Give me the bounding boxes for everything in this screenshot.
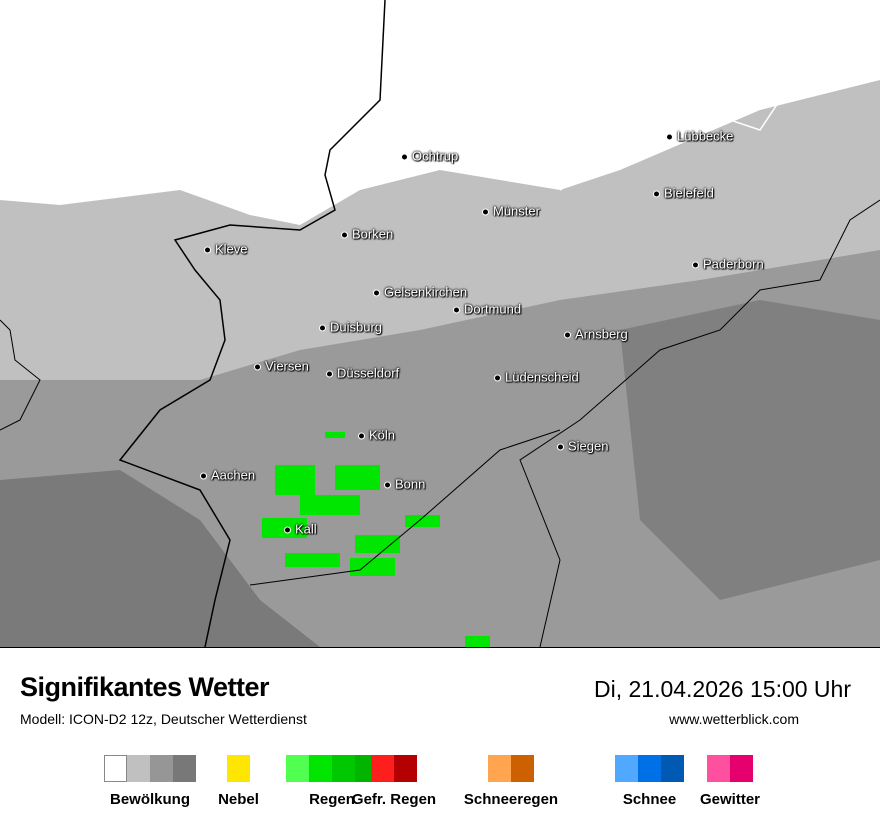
legend-swatch	[173, 755, 196, 782]
legend-swatch	[371, 755, 394, 782]
city-label: Duisburg	[319, 320, 382, 335]
legend-label: Gewitter	[699, 791, 761, 808]
city-label: Paderborn	[692, 257, 764, 272]
legend-label: Regen	[309, 791, 355, 808]
legend-swatches	[707, 755, 753, 782]
city-label: Köln	[358, 428, 395, 443]
model-info: Modell: ICON-D2 12z, Deutscher Wetterdie…	[20, 711, 307, 727]
legend-label: Schneeregen	[463, 791, 559, 808]
legend-swatch	[707, 755, 730, 782]
city-label: Siegen	[557, 439, 608, 454]
legend-swatch	[661, 755, 684, 782]
weather-map	[0, 0, 880, 648]
borders	[0, 0, 880, 647]
map-title: Signifikantes Wetter	[20, 672, 270, 702]
legend-swatch	[394, 755, 417, 782]
city-label: Kall	[284, 522, 317, 537]
legend-label: Schnee	[622, 791, 677, 808]
city-label: Arnsberg	[564, 327, 628, 342]
legend-swatch	[286, 755, 309, 782]
city-label: Gelsenkirchen	[373, 285, 467, 300]
legend-swatch	[104, 755, 127, 782]
legend-swatch	[511, 755, 534, 782]
city-label: Lübbecke	[666, 129, 733, 144]
legend-swatch	[309, 755, 332, 782]
rain-area	[262, 432, 490, 647]
legend-swatch	[638, 755, 661, 782]
city-label: Borken	[341, 227, 393, 242]
city-label: Bielefeld	[653, 186, 714, 201]
clear-area	[0, 0, 880, 225]
legend-swatch	[332, 755, 355, 782]
legend-swatches	[227, 755, 250, 782]
legend-label: Nebel	[218, 791, 259, 808]
website-link[interactable]: www.wetterblick.com	[669, 711, 799, 727]
legend-swatches	[488, 755, 534, 782]
legend-swatch	[730, 755, 753, 782]
legend-swatches	[104, 755, 196, 782]
legend-swatch	[127, 755, 150, 782]
legend-swatch	[488, 755, 511, 782]
legend-swatches	[615, 755, 684, 782]
city-label: Aachen	[200, 468, 255, 483]
legend-label: Gefr. Regen	[351, 791, 437, 808]
legend-swatches	[371, 755, 417, 782]
city-label: Kleve	[204, 242, 248, 257]
city-label: Münster	[482, 204, 540, 219]
city-label: Bonn	[384, 477, 425, 492]
dark-cloud-area	[0, 470, 320, 647]
city-label: Düsseldorf	[326, 366, 399, 381]
legend-swatch	[227, 755, 250, 782]
dark-cloud-area	[620, 300, 880, 600]
legend-swatch	[150, 755, 173, 782]
legend-swatches	[286, 755, 378, 782]
city-label: Ochtrup	[401, 149, 458, 164]
city-label: Dortmund	[453, 302, 521, 317]
city-label: Lüdenscheid	[494, 370, 579, 385]
legend-label: Bewölkung	[109, 791, 191, 808]
forecast-datetime: Di, 21.04.2026 15:00 Uhr	[593, 676, 851, 702]
legend-swatch	[615, 755, 638, 782]
city-label: Viersen	[254, 359, 309, 374]
